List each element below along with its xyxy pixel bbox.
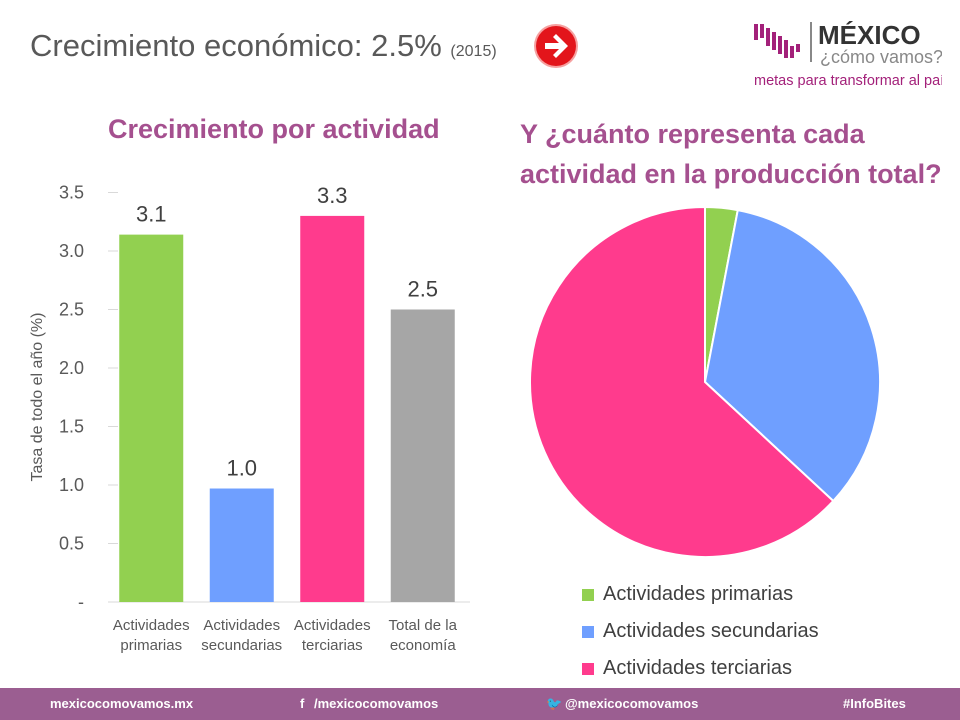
bar [390,309,455,602]
legend-item-terciarias: Actividades terciarias [582,650,819,687]
y-tick-label: 3.0 [59,241,84,261]
logo-slogan: metas para transformar al país [754,73,942,89]
legend-swatch [582,588,594,601]
logo-name: MÉXICO [818,20,921,50]
page-title: Crecimiento económico: 2.5% (2015) [30,28,497,64]
pie-slice [529,205,835,558]
logo: MÉXICO ¿cómo vamos? metas para transform… [752,18,951,90]
pie-slice [703,208,881,503]
title-text: Crecimiento económico: 2.5% [30,28,442,63]
footer-twitter-link[interactable]: @mexicocomovamos [565,696,699,711]
bar [209,488,274,602]
legend-label: Actividades secundarias [603,620,819,642]
footer-site-link[interactable]: mexicocomovamos.mx [50,696,194,711]
pie-title-line: actividad en la producción total? [520,159,942,189]
y-tick-label: 1.5 [59,417,84,437]
arrow-right-icon[interactable] [536,26,576,66]
data-label: 3.3 [317,183,348,208]
data-label: 1.0 [226,456,257,481]
y-axis-label: Tasa de todo el año (%) [29,313,46,482]
y-tick-label: 3.5 [59,183,84,203]
legend-label: Actividades primarias [603,583,794,605]
pie-chart-title: Y ¿cuánto representa cada actividad en la… [520,114,942,194]
x-tick-label: Actividades [294,617,371,634]
legend-item-secundarias: Actividades secundarias [582,613,819,650]
pie-legend: Actividades primarias Actividades secund… [582,576,819,687]
legend-item-primarias: Actividades primarias [582,576,819,613]
bar-chart: Tasa de todo el año (%) - 0.5 1.0 1.5 2.0 2.5… [29,183,470,654]
legend-label: Actividades terciarias [603,657,792,679]
y-tick-label: 1.0 [59,475,84,495]
x-tick-label: Actividades [203,617,280,634]
bar-chart-title: Crecimiento por actividad [108,114,440,144]
legend-swatch [582,625,594,638]
y-tick-label: - [78,592,84,612]
x-tick-label: Actividades [113,617,190,634]
data-label: 3.1 [136,202,167,227]
x-tick-label: Total de la [389,617,458,634]
bar [300,215,365,602]
legend-swatch [582,662,594,675]
pie-title-line: Y ¿cuánto representa cada [520,119,865,149]
footer: mexicocomovamos.mx f /mexicocomovamos 🐦 … [0,688,960,720]
data-label: 2.5 [407,277,438,302]
footer-facebook-link[interactable]: /mexicocomovamos [314,696,439,711]
logo-tagline: ¿cómo vamos? [820,47,942,67]
x-tick-label: secundarias [201,637,282,654]
pie-chart [529,205,881,558]
x-tick-label: primarias [120,637,182,654]
y-tick-label: 2.0 [59,358,84,378]
x-tick-label: economía [390,637,457,654]
title-year: (2015) [450,43,497,60]
bar [119,234,184,602]
facebook-icon: f [300,696,305,711]
x-tick-label: terciarias [302,637,363,654]
twitter-icon: 🐦 [546,696,563,711]
footer-tag: #InfoBites [843,696,906,711]
y-tick-label: 0.5 [59,534,84,554]
y-tick-label: 2.5 [59,300,84,320]
